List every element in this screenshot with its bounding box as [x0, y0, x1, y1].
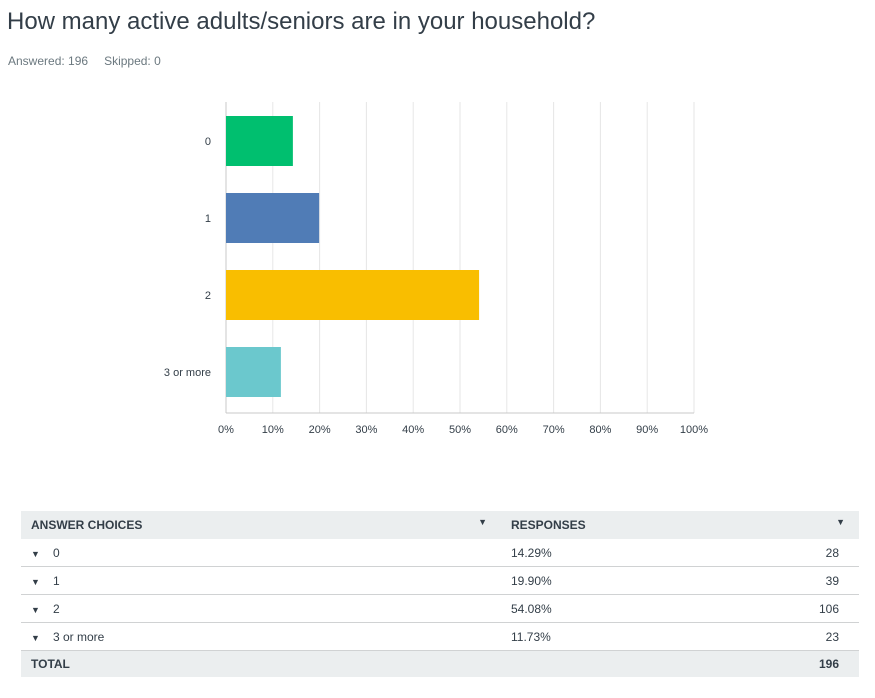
category-label: 0 [205, 136, 211, 148]
answer-choice-cell: ▼ 2 [21, 594, 501, 623]
chart-labels: 0% 10% 20% 30% 40% 50% 60% 70% 80% 90% 100% 0 1 2 3 or… [164, 136, 708, 436]
answer-choice-cell: ▼ 3 or more [21, 622, 501, 651]
response-stats: Answered: 196 Skipped: 0 [8, 54, 161, 68]
percent-cell: 11.73% [501, 622, 741, 651]
answer-choices-header[interactable]: ANSWER CHOICES ▼ [21, 511, 501, 539]
bar-3-or-more [226, 347, 281, 397]
chart-bars [226, 116, 480, 397]
category-label: 3 or more [164, 367, 211, 379]
total-count: 196 [741, 650, 859, 677]
responses-table: ANSWER CHOICES ▼ RESPONSES ▼ ▼ 0 14.29% 2… [21, 511, 859, 677]
x-tick-label: 50% [449, 424, 471, 436]
percent-cell: 19.90% [501, 566, 741, 595]
x-tick-label: 60% [496, 424, 518, 436]
table-row: ▼ 2 54.08% 106 [21, 594, 859, 623]
sort-caret-icon[interactable]: ▼ [478, 517, 487, 527]
expand-caret-icon[interactable]: ▼ [31, 604, 40, 615]
table-header-row: ANSWER CHOICES ▼ RESPONSES ▼ [21, 511, 859, 539]
category-label: 2 [205, 290, 211, 302]
x-tick-label: 70% [543, 424, 565, 436]
x-tick-label: 30% [355, 424, 377, 436]
x-tick-label: 10% [262, 424, 284, 436]
x-tick-label: 80% [589, 424, 611, 436]
x-tick-label: 90% [636, 424, 658, 436]
total-label: TOTAL [21, 650, 741, 677]
x-tick-label: 20% [309, 424, 331, 436]
percent-cell: 54.08% [501, 594, 741, 623]
category-label: 1 [205, 213, 211, 225]
bar-1 [226, 193, 320, 243]
expand-caret-icon[interactable]: ▼ [31, 576, 40, 587]
answer-choice-cell: ▼ 0 [21, 539, 501, 567]
count-cell: 28 [741, 539, 859, 567]
responses-header[interactable]: RESPONSES ▼ [501, 511, 859, 539]
bar-0 [226, 116, 293, 166]
bar-chart: 0% 10% 20% 30% 40% 50% 60% 70% 80% 90% 100% 0 1 2 3 or… [164, 102, 708, 436]
bar-2 [226, 270, 480, 320]
percent-cell: 14.29% [501, 539, 741, 567]
chart-grid [225, 102, 695, 414]
count-cell: 39 [741, 566, 859, 595]
x-tick-label: 40% [402, 424, 424, 436]
table-row: ▼ 1 19.90% 39 [21, 566, 859, 595]
total-row: TOTAL 196 [21, 650, 859, 677]
x-tick-label: 100% [680, 424, 708, 436]
expand-caret-icon[interactable]: ▼ [31, 632, 40, 643]
question-title: How many active adults/seniors are in yo… [7, 8, 596, 35]
answered-count: Answered: 196 [8, 54, 89, 68]
x-tick-label: 0% [218, 424, 234, 436]
skipped-count: Skipped: 0 [104, 54, 161, 68]
expand-caret-icon[interactable]: ▼ [31, 548, 40, 559]
answer-choice-cell: ▼ 1 [21, 566, 501, 595]
table-row: ▼ 0 14.29% 28 [21, 539, 859, 567]
sort-caret-icon[interactable]: ▼ [836, 517, 845, 527]
count-cell: 106 [741, 594, 859, 623]
count-cell: 23 [741, 622, 859, 651]
table-row: ▼ 3 or more 11.73% 23 [21, 622, 859, 651]
